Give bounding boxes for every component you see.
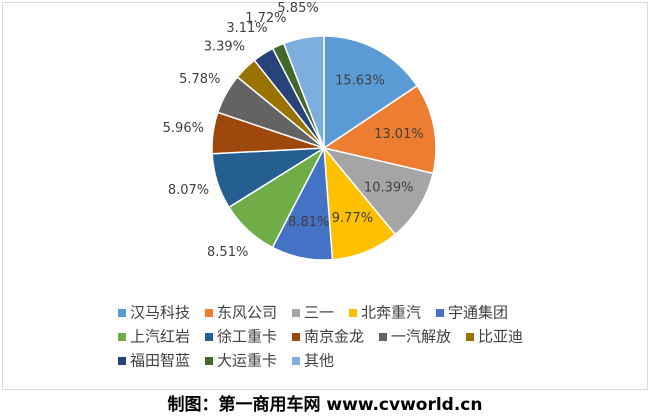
caption: 制图：第一商用车网 www.cvworld.cn	[168, 394, 483, 415]
legend-label: 大运重卡	[217, 352, 277, 370]
legend-label: 北奔重汽	[361, 304, 421, 322]
legend-marker	[292, 357, 300, 365]
data-label: 8.51%	[207, 245, 248, 260]
legend-marker	[205, 333, 213, 341]
data-label: 3.11%	[226, 21, 267, 36]
data-label: 9.77%	[332, 211, 373, 226]
legend-marker	[118, 333, 126, 341]
legend-marker	[292, 333, 300, 341]
legend-marker	[118, 357, 126, 365]
legend-marker	[118, 309, 126, 317]
legend-label: 东风公司	[217, 304, 277, 322]
legend-label: 徐工重卡	[217, 328, 277, 346]
legend-marker	[205, 309, 213, 317]
legend-label: 其他	[304, 352, 334, 370]
pie-slice	[282, 35, 325, 149]
legend-marker	[292, 309, 300, 317]
legend-marker	[466, 333, 474, 341]
pie-slice	[323, 35, 419, 150]
legend-marker	[379, 333, 387, 341]
legend-marker	[436, 309, 444, 317]
legend-label: 一汽解放	[391, 328, 451, 346]
legend-label: 宇通集团	[448, 304, 508, 322]
data-label: 3.39%	[204, 39, 245, 54]
legend-label: 福田智蓝	[130, 352, 190, 370]
data-label: 10.39%	[364, 181, 414, 196]
legend-label: 三一	[304, 304, 334, 322]
data-label: 15.63%	[335, 73, 385, 88]
legend-label: 比亚迪	[478, 328, 523, 346]
legend-marker	[205, 357, 213, 365]
legend-label: 汉马科技	[130, 304, 190, 322]
legend-label: 上汽红岩	[130, 328, 190, 346]
data-label: 5.96%	[163, 121, 204, 136]
data-label: 5.85%	[277, 1, 318, 16]
data-label: 8.07%	[168, 183, 209, 198]
data-label: 8.81%	[288, 215, 329, 230]
data-label: 1.72%	[245, 11, 286, 26]
pie-slice	[322, 146, 434, 236]
data-label: 13.01%	[374, 127, 424, 142]
pie-slice	[322, 84, 437, 175]
legend-label: 南京金龙	[304, 328, 364, 346]
data-label: 5.78%	[179, 72, 220, 87]
legend-marker	[349, 309, 357, 317]
